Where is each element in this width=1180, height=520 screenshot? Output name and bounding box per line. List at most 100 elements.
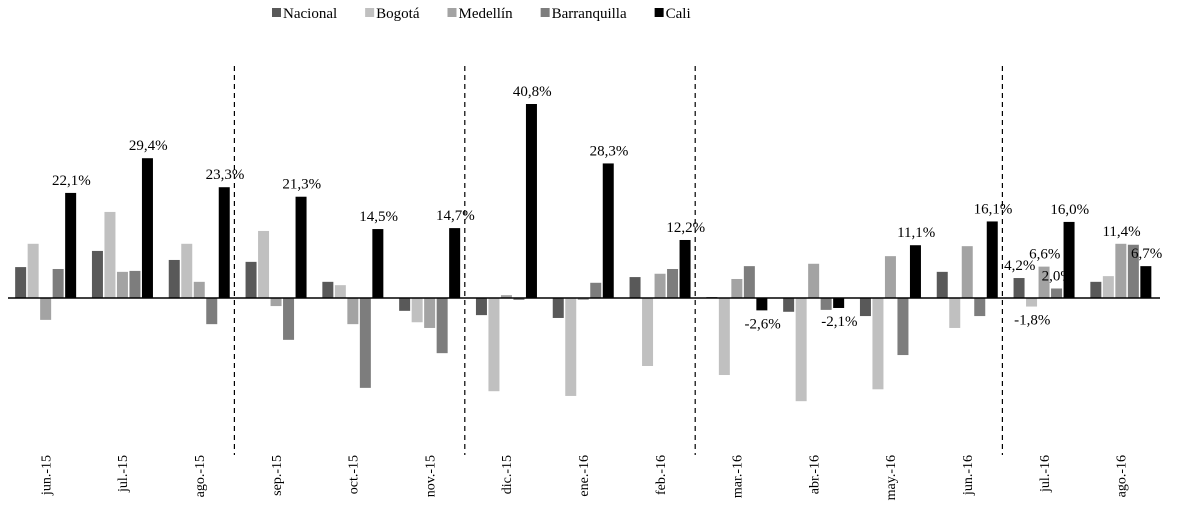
bar [884, 256, 896, 298]
bar [218, 187, 230, 298]
bar [961, 246, 973, 298]
bar [206, 298, 218, 325]
bar [872, 298, 884, 390]
data-label: 6,7% [1131, 246, 1162, 262]
bar [500, 295, 512, 298]
data-label: 4,2% [1004, 258, 1035, 274]
data-label: -2,1% [821, 314, 857, 330]
bar [372, 229, 384, 298]
bar [129, 270, 141, 298]
x-tick-label: mar.-16 [731, 455, 746, 498]
legend-label: Bogotá [376, 6, 420, 22]
bar [808, 263, 820, 298]
x-tick-label: ago.-15 [193, 455, 208, 497]
data-label: 11,4% [1102, 224, 1140, 240]
bar [15, 267, 27, 298]
bar [193, 281, 205, 298]
bar [436, 298, 448, 354]
x-tick-label: jul.-15 [116, 455, 131, 493]
data-label: 28,3% [590, 143, 629, 159]
bar [629, 277, 641, 298]
bar [1140, 266, 1152, 298]
x-tick-label: sep.-15 [270, 455, 285, 496]
x-tick-label: jun.-16 [961, 455, 976, 496]
x-tick-label: dic.-15 [500, 455, 515, 494]
legend-swatch [654, 8, 664, 17]
bar [334, 285, 346, 298]
bar [731, 278, 743, 298]
x-tick-label: oct.-15 [347, 455, 362, 494]
legend-swatch [272, 8, 281, 17]
bar [181, 243, 193, 298]
data-label: 23,3% [206, 167, 245, 183]
bar [949, 298, 961, 328]
bar [359, 298, 371, 388]
bar [974, 298, 986, 317]
bar [743, 266, 755, 298]
bar [833, 298, 845, 308]
bar [783, 298, 795, 312]
bar [1026, 298, 1038, 307]
data-label: 6,6% [1029, 247, 1060, 263]
bar [411, 298, 423, 323]
bar [1102, 276, 1114, 298]
bar [667, 268, 679, 298]
legend-label: Nacional [283, 6, 337, 22]
x-tick-label: ago.-16 [1115, 455, 1130, 497]
x-tick-label: jun.-15 [39, 455, 54, 496]
bar [399, 298, 411, 311]
bar [104, 211, 116, 298]
data-label: 14,5% [359, 209, 398, 225]
data-label: 14,7% [436, 208, 475, 224]
bar [424, 298, 436, 328]
bar [1063, 221, 1075, 298]
bar [1127, 244, 1139, 298]
bar [936, 271, 948, 298]
bar [283, 298, 295, 340]
bar [909, 245, 921, 298]
x-tick-label: nov.-15 [423, 455, 438, 497]
bar [27, 243, 39, 298]
bar [795, 298, 807, 402]
legend-label: Cali [666, 6, 691, 22]
bar [40, 298, 52, 320]
bar [245, 261, 257, 298]
data-label: 22,1% [52, 173, 91, 189]
bar [565, 298, 577, 396]
x-tick-label: feb.-16 [654, 455, 669, 495]
legend-swatch [365, 8, 375, 17]
legend-label: Medellín [458, 6, 513, 22]
data-label: 21,3% [282, 177, 321, 193]
bar [897, 298, 909, 356]
data-label: 12,2% [666, 220, 705, 236]
bar [859, 298, 871, 317]
bar [52, 268, 64, 298]
bar [513, 298, 525, 300]
bar [322, 281, 334, 298]
legend-swatch [540, 8, 550, 17]
bar [718, 298, 730, 376]
bar [347, 298, 359, 325]
bar [1115, 243, 1127, 298]
bar [820, 298, 832, 310]
bar [475, 298, 487, 316]
bar [65, 192, 77, 298]
data-label: 16,0% [1050, 202, 1089, 218]
bar [1051, 288, 1063, 298]
bar [552, 298, 564, 318]
data-label: 40,8% [513, 84, 552, 100]
bar [270, 298, 282, 307]
legend-swatch [447, 8, 457, 17]
data-label: -2,6% [744, 316, 780, 332]
bar [525, 104, 537, 298]
bar [642, 298, 654, 366]
x-tick-label: may.-16 [884, 455, 899, 500]
bar [1013, 278, 1025, 298]
x-tick-label: abr.-16 [807, 455, 822, 494]
bar [168, 259, 180, 298]
bar [91, 250, 103, 298]
bar [116, 271, 128, 298]
bar [449, 228, 461, 298]
data-label: -1,8% [1014, 313, 1050, 329]
